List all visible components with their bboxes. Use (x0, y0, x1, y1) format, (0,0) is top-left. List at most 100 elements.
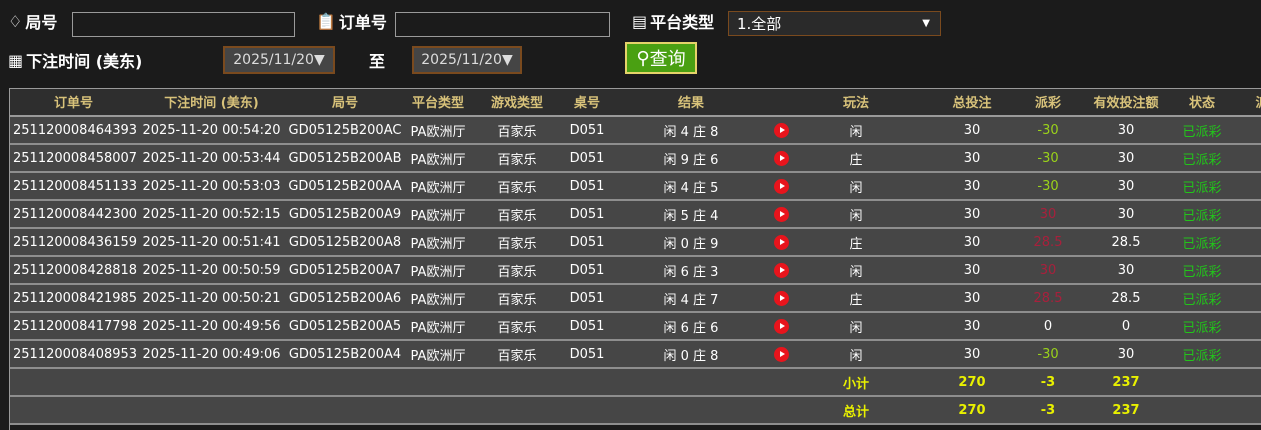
column-header: 结果 (611, 88, 771, 117)
calendar-icon: ▦ (8, 50, 24, 70)
table-row: 251120008417798 2025-11-20 00:49:56 GD0512… (9, 312, 1261, 341)
bet-time: 2025-11-20 00:53:44 (138, 144, 285, 173)
play-video-icon[interactable] (773, 206, 789, 222)
order-input[interactable] (395, 12, 610, 37)
subtotal-payout: -3 (1023, 368, 1073, 397)
table-row: 251120008421985 2025-11-20 00:50:21 GD0512… (9, 284, 1261, 313)
replay-cell[interactable] (771, 256, 791, 285)
status: 已派彩 (1179, 340, 1225, 369)
play-video-icon[interactable] (773, 290, 789, 306)
bet-option: 闲 (791, 116, 921, 145)
game-type: 百家乐 (471, 172, 563, 201)
payout: -30 (1023, 172, 1073, 201)
play-video-icon[interactable] (773, 122, 789, 138)
status: 已派彩 (1179, 144, 1225, 173)
game-type: 百家乐 (471, 312, 563, 341)
table-no: D051 (563, 144, 611, 173)
play-video-icon[interactable] (773, 346, 789, 362)
clipboard-icon: 📋 (316, 11, 336, 31)
replay-cell[interactable] (771, 116, 791, 145)
extra (1225, 256, 1261, 285)
time-label: ▦ 下注时间 (美东) (8, 50, 143, 72)
valid-bet: 0 (1073, 312, 1179, 341)
payout: 28.5 (1023, 228, 1073, 257)
extra (1225, 340, 1261, 369)
round-id: GD05125B200A9 (285, 200, 405, 229)
valid-bet: 30 (1073, 340, 1179, 369)
replay-cell[interactable] (771, 228, 791, 257)
order-id: 251120008428818 (9, 256, 138, 285)
date-to[interactable]: 2025/11/20▼ (412, 46, 522, 74)
bet-time: 2025-11-20 00:52:15 (138, 200, 285, 229)
column-header: 游戏类型 (471, 88, 563, 117)
column-header: 桌号 (563, 88, 611, 117)
total-bet: 30 (921, 200, 1023, 229)
game-type: 百家乐 (471, 256, 563, 285)
round-id: GD05125B200AB (285, 144, 405, 173)
order-id: 251120008442300 (9, 200, 138, 229)
total-bet: 30 (921, 312, 1023, 341)
table-row: 251120008451133 2025-11-20 00:53:03 GD0512… (9, 172, 1261, 201)
result: 闲 4 庄 7 (611, 284, 771, 313)
bet-time: 2025-11-20 00:50:59 (138, 256, 285, 285)
query-button[interactable]: ⚲ 查询 (625, 42, 697, 74)
status: 已派彩 (1179, 256, 1225, 285)
result: 闲 5 庄 4 (611, 200, 771, 229)
play-video-icon[interactable] (773, 178, 789, 194)
column-header: 总投注 (921, 88, 1023, 117)
table-row: 251120008408953 2025-11-20 00:49:06 GD0512… (9, 340, 1261, 369)
replay-cell[interactable] (771, 284, 791, 313)
game-type: 百家乐 (471, 144, 563, 173)
column-header: 订单号 (9, 88, 138, 117)
game-type: 百家乐 (471, 340, 563, 369)
bet-option: 庄 (791, 144, 921, 173)
total-bet: 30 (921, 340, 1023, 369)
column-header: 状态 (1179, 88, 1225, 117)
replay-cell[interactable] (771, 200, 791, 229)
valid-bet: 30 (1073, 172, 1179, 201)
result: 闲 6 庄 3 (611, 256, 771, 285)
order-id: 251120008421985 (9, 284, 138, 313)
subtotal-bet: 270 (921, 368, 1023, 397)
column-header: 下注时间 (美东) (138, 88, 285, 117)
valid-bet: 30 (1073, 256, 1179, 285)
replay-cell[interactable] (771, 312, 791, 341)
total-valid: 237 (1073, 396, 1179, 425)
bet-time: 2025-11-20 00:53:03 (138, 172, 285, 201)
replay-cell[interactable] (771, 340, 791, 369)
replay-cell[interactable] (771, 172, 791, 201)
order-id: 251120008458007 (9, 144, 138, 173)
round-input[interactable] (72, 12, 295, 37)
game-type: 百家乐 (471, 200, 563, 229)
platform-select[interactable]: 1.全部 ▼ (728, 11, 941, 36)
to-label: 至 (369, 52, 386, 71)
spacer (1179, 396, 1261, 425)
date-from[interactable]: 2025/11/20▼ (223, 46, 335, 74)
play-video-icon[interactable] (773, 318, 789, 334)
table-row: 251120008458007 2025-11-20 00:53:44 GD0512… (9, 144, 1261, 173)
valid-bet: 28.5 (1073, 228, 1179, 257)
payout: -30 (1023, 144, 1073, 173)
bet-time: 2025-11-20 00:51:41 (138, 228, 285, 257)
table-row: 251120008436159 2025-11-20 00:51:41 GD0512… (9, 228, 1261, 257)
round-id: GD05125B200A7 (285, 256, 405, 285)
replay-cell[interactable] (771, 144, 791, 173)
total-row: 总计 270 -3 237 (9, 396, 1261, 425)
extra (1225, 144, 1261, 173)
total-bet: 30 (921, 228, 1023, 257)
table-no: D051 (563, 172, 611, 201)
status: 已派彩 (1179, 284, 1225, 313)
play-video-icon[interactable] (773, 262, 789, 278)
subtotal-label: 小计 (791, 368, 921, 397)
subtotal-row: 小计 270 -3 237 (9, 368, 1261, 397)
total-label: 总计 (791, 396, 921, 425)
round-id: GD05125B200A4 (285, 340, 405, 369)
platform: PA欧洲厅 (405, 116, 471, 145)
valid-bet: 30 (1073, 200, 1179, 229)
play-video-icon[interactable] (773, 234, 789, 250)
table-no: D051 (563, 312, 611, 341)
platform-label: ▤ 平台类型 (632, 11, 715, 33)
result: 闲 9 庄 6 (611, 144, 771, 173)
play-video-icon[interactable] (773, 150, 789, 166)
payout: -30 (1023, 116, 1073, 145)
